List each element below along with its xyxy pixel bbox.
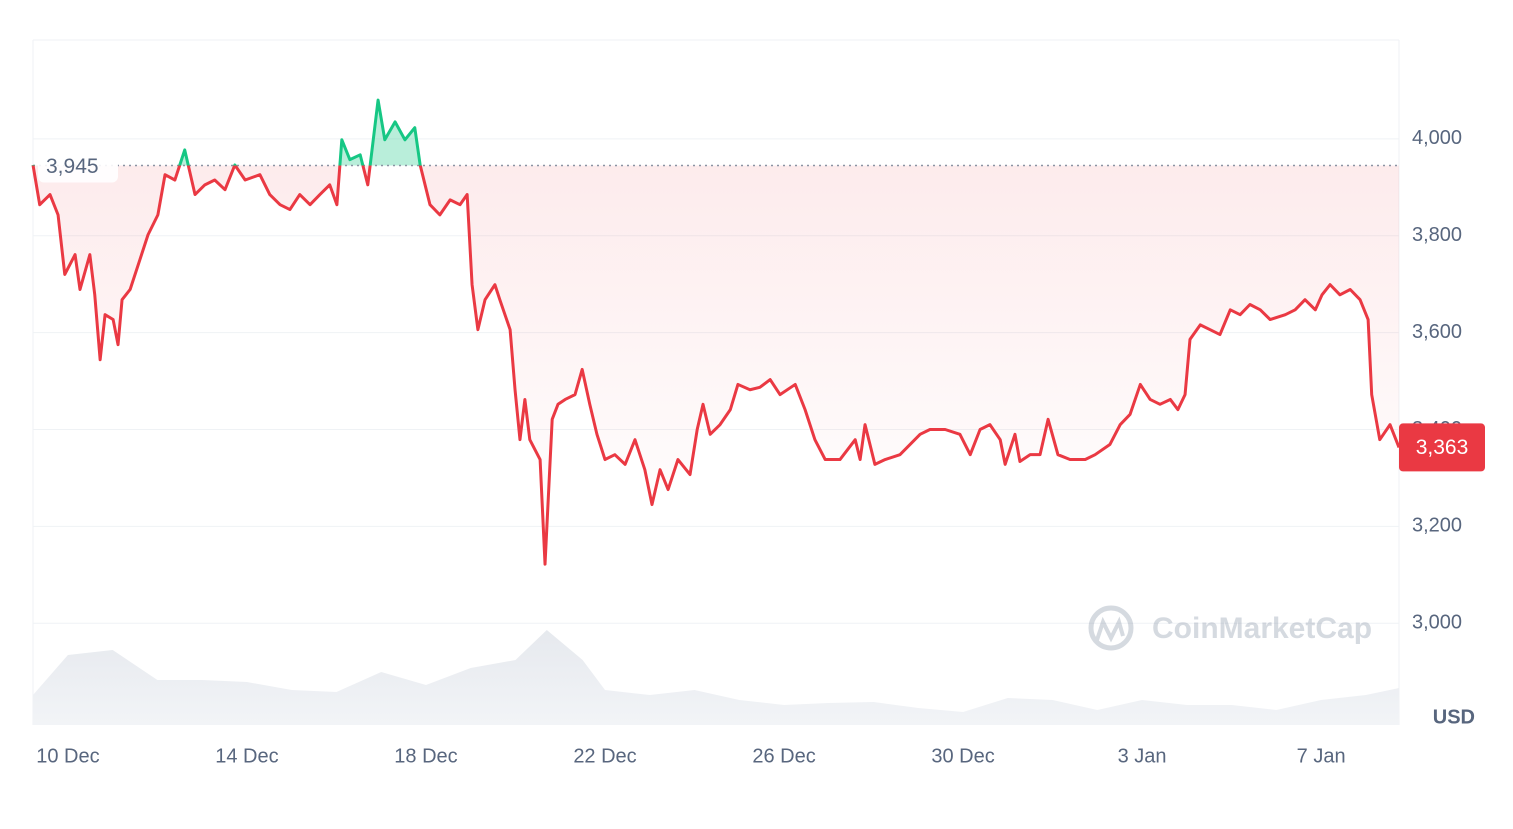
watermark: CoinMarketCap [1088,605,1372,651]
volume-area [33,630,1399,725]
y-tick-label: 3,000 [1412,612,1462,634]
unit-label: USD [1433,706,1475,728]
x-tick-label: 22 Dec [573,745,636,767]
x-tick-label: 14 Dec [215,745,278,767]
x-tick-label: 7 Jan [1297,745,1346,767]
reference-label-bg [38,148,118,183]
last-price-label: 3,363 [1416,436,1469,459]
x-tick-label: 26 Dec [752,745,815,767]
x-tick-label: 30 Dec [931,745,994,767]
y-tick-label: 3,200 [1412,515,1462,537]
x-tick-label: 18 Dec [394,745,457,767]
watermark-text: CoinMarketCap [1152,612,1372,645]
y-tick-label: 4,000 [1412,127,1462,149]
last-price-badge [1399,423,1485,472]
x-tick-label: 3 Jan [1118,745,1167,767]
reference-label: 3,945 [46,155,99,178]
x-tick-label: 10 Dec [36,745,99,767]
y-tick-label: 3,600 [1412,321,1462,343]
price-line [31,98,1401,566]
watermark-logo-mark [1095,616,1125,643]
watermark-logo [1088,605,1134,651]
y-tick-label: 3,800 [1412,224,1462,246]
